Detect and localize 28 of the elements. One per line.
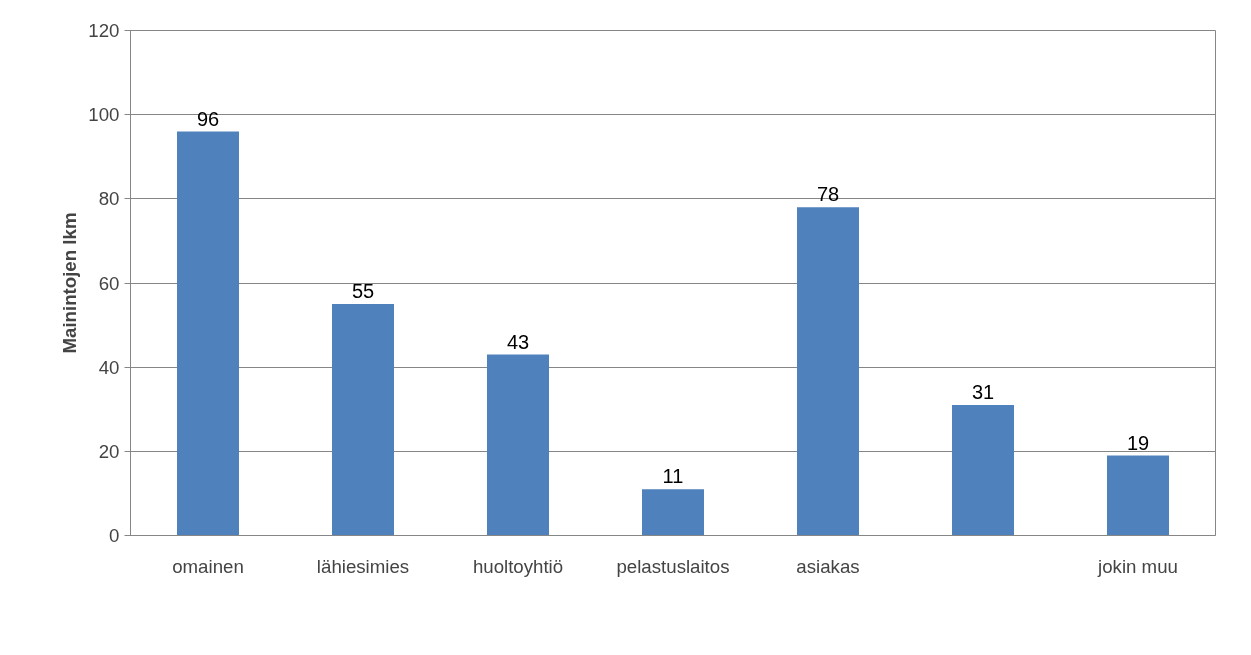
bar [487, 354, 549, 536]
data-label: 55 [351, 280, 375, 303]
y-tick-label: 120 [88, 20, 120, 41]
y-tick-label: 0 [109, 525, 120, 546]
bar [1107, 455, 1169, 536]
data-label: 19 [1126, 431, 1150, 454]
data-label: 96 [196, 107, 220, 130]
y-tick-label: 80 [98, 188, 120, 210]
y-tick-label: 100 [88, 104, 120, 126]
bar [177, 131, 239, 536]
y-tick-label: 20 [98, 440, 120, 462]
data-label: 11 [662, 465, 684, 488]
data-label: 31 [971, 381, 995, 404]
x-tick-label: asiakas [796, 555, 860, 577]
bar [332, 304, 394, 536]
bar [642, 489, 704, 536]
data-label: 43 [506, 330, 530, 353]
y-tick-label: 40 [98, 356, 120, 378]
x-tick-label: omainen [172, 555, 244, 577]
bar [952, 405, 1014, 536]
y-tick-label: 60 [98, 272, 120, 294]
y-axis-title: Mainintojen lkm [59, 212, 81, 354]
bar [797, 207, 859, 536]
x-tick-label: jokin muu [1097, 555, 1178, 577]
x-tick-label: pelastuslaitos [616, 555, 730, 577]
x-tick-label: huoltoyhtiö [472, 555, 564, 577]
data-label: 78 [816, 183, 840, 206]
x-tick-label: lähiesimies [316, 555, 410, 577]
